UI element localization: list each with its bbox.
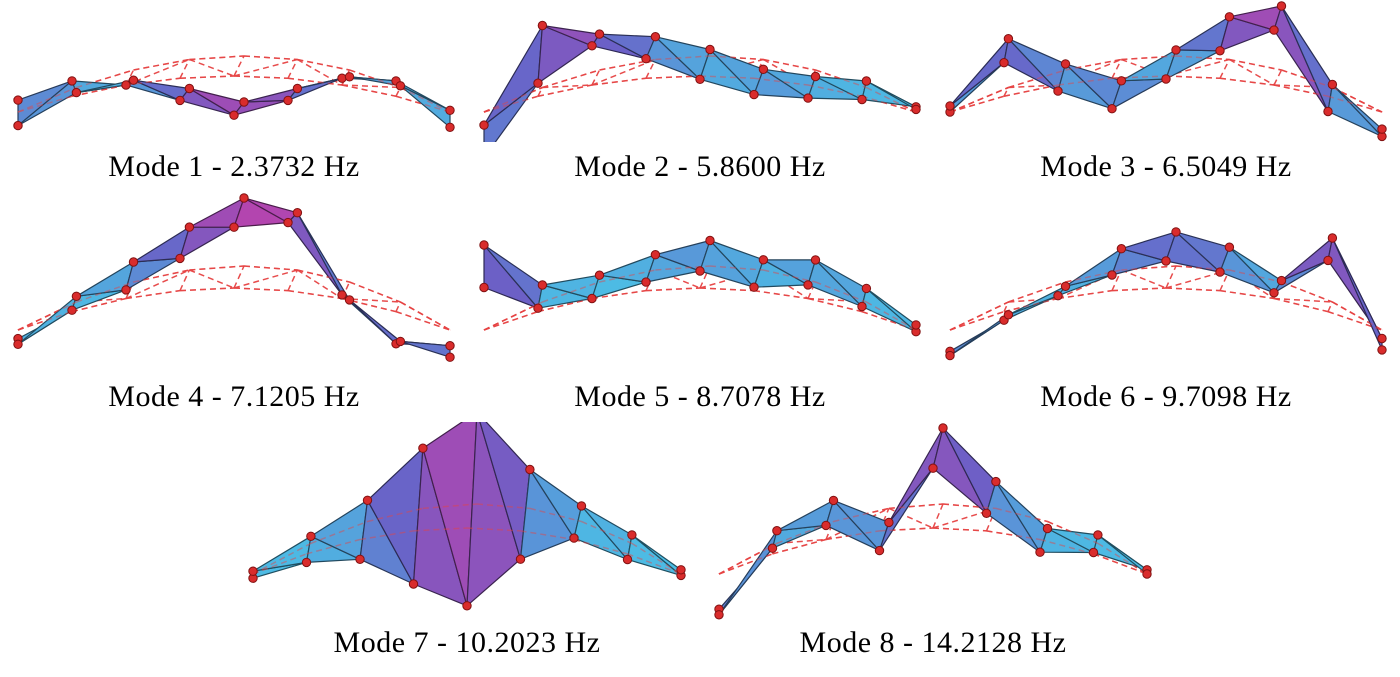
mode-6-plot bbox=[945, 227, 1387, 361]
mode-2-label: Mode 2 - 5.8600 Hz bbox=[574, 150, 826, 183]
mode-1-plot bbox=[13, 55, 455, 133]
mode-panel-1: Mode 1 - 2.3732 Hz bbox=[4, 0, 464, 192]
mode-panel-8: Mode 8 - 14.2128 Hz bbox=[703, 422, 1163, 666]
mode-panel-7: Mode 7 - 10.2023 Hz bbox=[237, 422, 697, 666]
mode-7-plot bbox=[248, 422, 686, 611]
modes-row-1: Mode 1 - 2.3732 Hz Mode 2 - 5.8600 Hz Mo… bbox=[0, 0, 1400, 192]
mode-panel-2: Mode 2 - 5.8600 Hz bbox=[470, 0, 930, 192]
mode-1-label: Mode 1 - 2.3732 Hz bbox=[108, 150, 360, 183]
mode-7-label: Mode 7 - 10.2023 Hz bbox=[333, 626, 601, 659]
mode-8-plot bbox=[714, 423, 1152, 620]
mode-2-plot bbox=[479, 20, 921, 142]
modes-row-3: Mode 7 - 10.2023 Hz Mode 8 - 14.2128 Hz bbox=[0, 422, 1400, 666]
mode-panel-6: Mode 6 - 9.7098 Hz bbox=[936, 192, 1396, 422]
mode-6-label: Mode 6 - 9.7098 Hz bbox=[1040, 380, 1292, 413]
mode-5-plot bbox=[479, 235, 921, 337]
mode-5-label: Mode 5 - 8.7078 Hz bbox=[574, 380, 826, 413]
mode-3-plot bbox=[945, 1, 1387, 142]
mode-3-label: Mode 3 - 6.5049 Hz bbox=[1040, 150, 1292, 183]
mode-4-label: Mode 4 - 7.1205 Hz bbox=[108, 380, 360, 413]
modes-row-2: Mode 4 - 7.1205 Hz Mode 5 - 8.7078 Hz Mo… bbox=[0, 192, 1400, 422]
mode-panel-4: Mode 4 - 7.1205 Hz bbox=[4, 192, 464, 422]
mode-panel-5: Mode 5 - 8.7078 Hz bbox=[470, 192, 930, 422]
mode-4-plot bbox=[13, 193, 455, 362]
mode-panel-3: Mode 3 - 6.5049 Hz bbox=[936, 0, 1396, 192]
mode-8-label: Mode 8 - 14.2128 Hz bbox=[799, 626, 1067, 659]
